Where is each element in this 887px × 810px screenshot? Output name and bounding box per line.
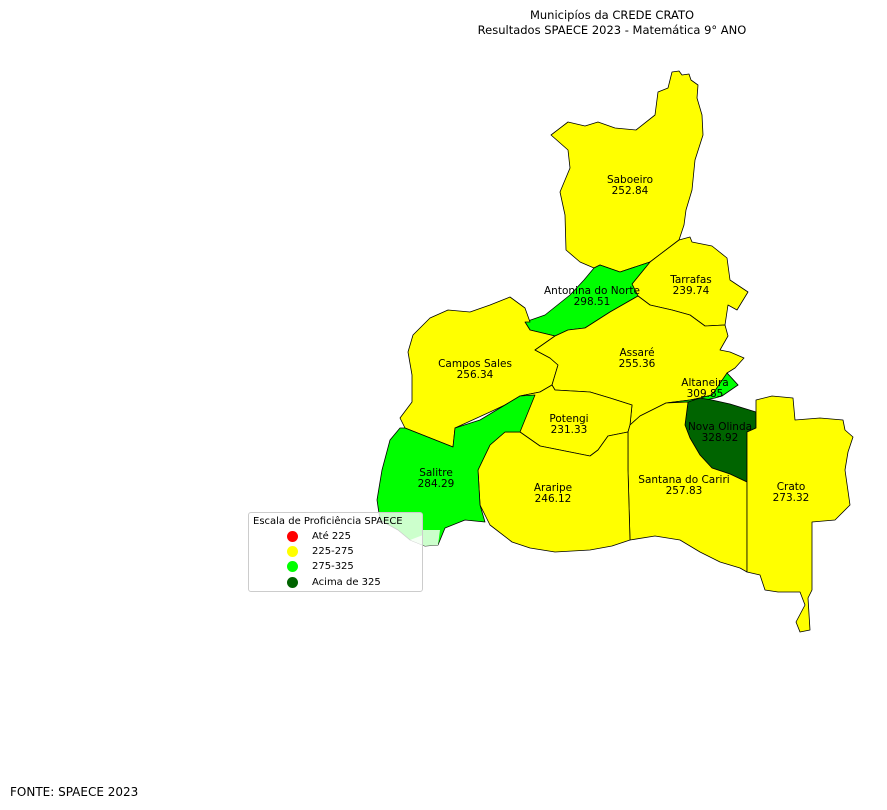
legend-label: 225-275 [312, 545, 354, 557]
label-araripe: Araripe 246.12 [534, 482, 572, 505]
label-tarrafas: Tarrafas 239.74 [669, 274, 712, 297]
label-antonina-do-norte: Antonina do Norte 298.51 [544, 285, 640, 308]
legend-item-acima-325: Acima de 325 [287, 575, 381, 589]
label-crato: Crato 273.32 [773, 481, 810, 504]
label-salitre: Salitre 284.29 [418, 467, 455, 490]
title-line-1: Municipíos da CREDE CRATO [529, 8, 695, 22]
region-labels: Saboeiro 252.84 Tarrafas 239.74 Antonina d… [418, 174, 810, 505]
legend-label: Até 225 [312, 530, 352, 542]
label-altaneira: Altaneira 309.85 [681, 377, 728, 400]
map-title: Municipíos da CREDE CRATO Resultados SPA… [412, 8, 812, 38]
legend-marker-icon [287, 560, 298, 572]
label-santana-do-cariri: Santana do Cariri 257.83 [638, 474, 729, 497]
legend-label: Acima de 325 [312, 576, 381, 588]
legend-title: Escala de Proficiência SPAECE [253, 516, 403, 527]
label-assare: Assaré 255.36 [619, 347, 656, 370]
legend-marker-icon [287, 576, 298, 588]
legend-label: 275-325 [312, 560, 354, 572]
label-campos-sales: Campos Sales 256.34 [438, 358, 512, 381]
label-saboeiro: Saboeiro 252.84 [607, 174, 653, 197]
map-legend: Escala de Proficiência SPAECE Até 225 22… [248, 512, 423, 592]
label-potengi: Potengi 231.33 [549, 413, 588, 436]
legend-item-275-325: 275-325 [287, 559, 354, 573]
legend-item-ate-225: Até 225 [287, 529, 351, 543]
label-nova-olinda: Nova Olinda 328.92 [688, 421, 752, 444]
region-crato[interactable] [746, 395, 854, 633]
title-line-2: Resultados SPAECE 2023 - Matemática 9° A… [477, 23, 747, 37]
legend-marker-icon [287, 545, 298, 557]
region-salitre[interactable] [376, 394, 536, 547]
legend-marker-icon [287, 530, 298, 542]
legend-item-225-275: 225-275 [287, 544, 354, 558]
source-note: FONTE: SPAECE 2023 [10, 785, 139, 799]
